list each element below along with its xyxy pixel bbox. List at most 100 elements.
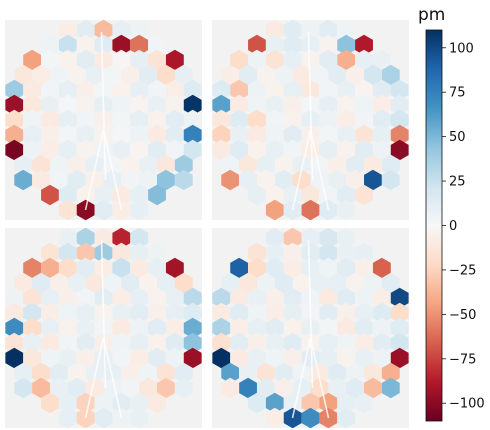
hex-cell: [130, 242, 149, 264]
hex-cell: [265, 79, 284, 101]
hex-cell: [174, 272, 193, 294]
hex-cell: [157, 154, 175, 176]
hex-cell: [41, 347, 59, 369]
hex-cell: [58, 392, 77, 414]
hex-cell: [230, 49, 249, 71]
hex-cell: [5, 332, 24, 354]
spider-line: [307, 31, 314, 181]
hex-cell: [94, 199, 113, 220]
hex-cell: [94, 228, 113, 249]
colorbar-tick-label: −25: [449, 263, 476, 278]
spider-line: [84, 129, 105, 211]
hex-cell: [310, 169, 329, 191]
hex-cell: [121, 377, 140, 399]
hex-cell: [165, 287, 184, 309]
hex-cell: [130, 34, 149, 56]
hex-cell: [248, 34, 266, 56]
hex-cell: [292, 272, 311, 294]
hex-cell: [319, 34, 338, 56]
hex-cell: [23, 49, 42, 71]
hex-cell: [58, 347, 77, 369]
hex-cell: [67, 154, 86, 176]
hex-cell: [265, 49, 284, 71]
hex-cell: [355, 302, 373, 324]
hex-cell: [112, 287, 131, 309]
hex-cell: [130, 317, 149, 339]
hex-cell: [328, 154, 347, 176]
hex-cell: [165, 332, 184, 354]
hex-cell: [67, 272, 86, 294]
hex-cell: [337, 199, 356, 220]
hex-cell: [256, 272, 275, 294]
hex-cell: [148, 34, 166, 56]
hex-cell: [148, 317, 166, 339]
hex-cell: [212, 332, 231, 354]
hex-cell: [157, 64, 175, 86]
hex-cell: [364, 377, 382, 399]
hex-cell: [41, 34, 59, 56]
hex-cell: [230, 257, 249, 279]
hex-cell: [41, 79, 59, 101]
hex-cell: [283, 228, 302, 249]
hex-cell: [139, 272, 158, 294]
hex-cell: [5, 79, 24, 101]
hex-cell: [103, 169, 122, 191]
hex-cell: [58, 199, 77, 220]
hex-cell: [283, 242, 302, 264]
hex-cell: [372, 79, 391, 101]
hex-cell: [319, 257, 338, 279]
hex-cell: [355, 139, 373, 161]
hex-cell: [112, 332, 131, 354]
hex-cell: [183, 79, 202, 101]
hex-cell: [274, 64, 293, 86]
hex-cell: [148, 347, 166, 369]
hex-cell: [381, 64, 400, 86]
hex-cell: [319, 242, 338, 264]
hex-cell: [165, 302, 184, 324]
hex-cell: [265, 94, 284, 116]
panel-bottom-left: [5, 228, 202, 428]
hex-cell: [301, 228, 320, 249]
hex-cell: [58, 94, 77, 116]
panel-bottom-right: [212, 228, 409, 428]
hex-cell: [265, 317, 284, 339]
hex-cell: [130, 407, 149, 428]
hex-cell: [230, 139, 249, 161]
hex-cell: [265, 139, 284, 161]
hex-cell: [265, 199, 284, 220]
hex-cell: [265, 392, 284, 414]
hex-cell: [283, 49, 302, 71]
hex-cell: [103, 377, 122, 399]
hex-cell: [183, 302, 202, 324]
hex-cell: [121, 362, 140, 384]
hex-cell: [212, 79, 231, 101]
hex-cell: [319, 94, 338, 116]
hex-cell: [58, 332, 77, 354]
hex-cell: [390, 332, 409, 354]
hex-cell: [32, 272, 50, 294]
hex-cell: [212, 109, 231, 131]
hex-cell: [265, 34, 284, 56]
hexagon-cells: [5, 228, 202, 428]
hex-cell: [337, 392, 356, 414]
hex-cell: [112, 257, 131, 279]
hex-cell: [372, 49, 391, 71]
hex-cell: [230, 124, 249, 146]
hex-cell: [130, 392, 149, 414]
hex-cell: [148, 257, 166, 279]
hex-cell: [221, 272, 240, 294]
hex-cell: [183, 317, 202, 339]
hex-cell: [23, 332, 42, 354]
hex-cell: [230, 287, 249, 309]
hex-cell: [381, 169, 400, 191]
hex-cell: [355, 392, 373, 414]
hex-cell: [372, 139, 391, 161]
colorbar-ticks: 100 75 50 25 0 −25 −50 −75 −100: [442, 41, 485, 412]
hex-cell: [301, 199, 320, 220]
hex-cell: [337, 184, 356, 206]
hex-cell: [372, 317, 391, 339]
hex-cell: [148, 94, 166, 116]
hex-cell: [265, 407, 284, 428]
spider-line: [100, 31, 107, 181]
hex-cell: [248, 184, 266, 206]
